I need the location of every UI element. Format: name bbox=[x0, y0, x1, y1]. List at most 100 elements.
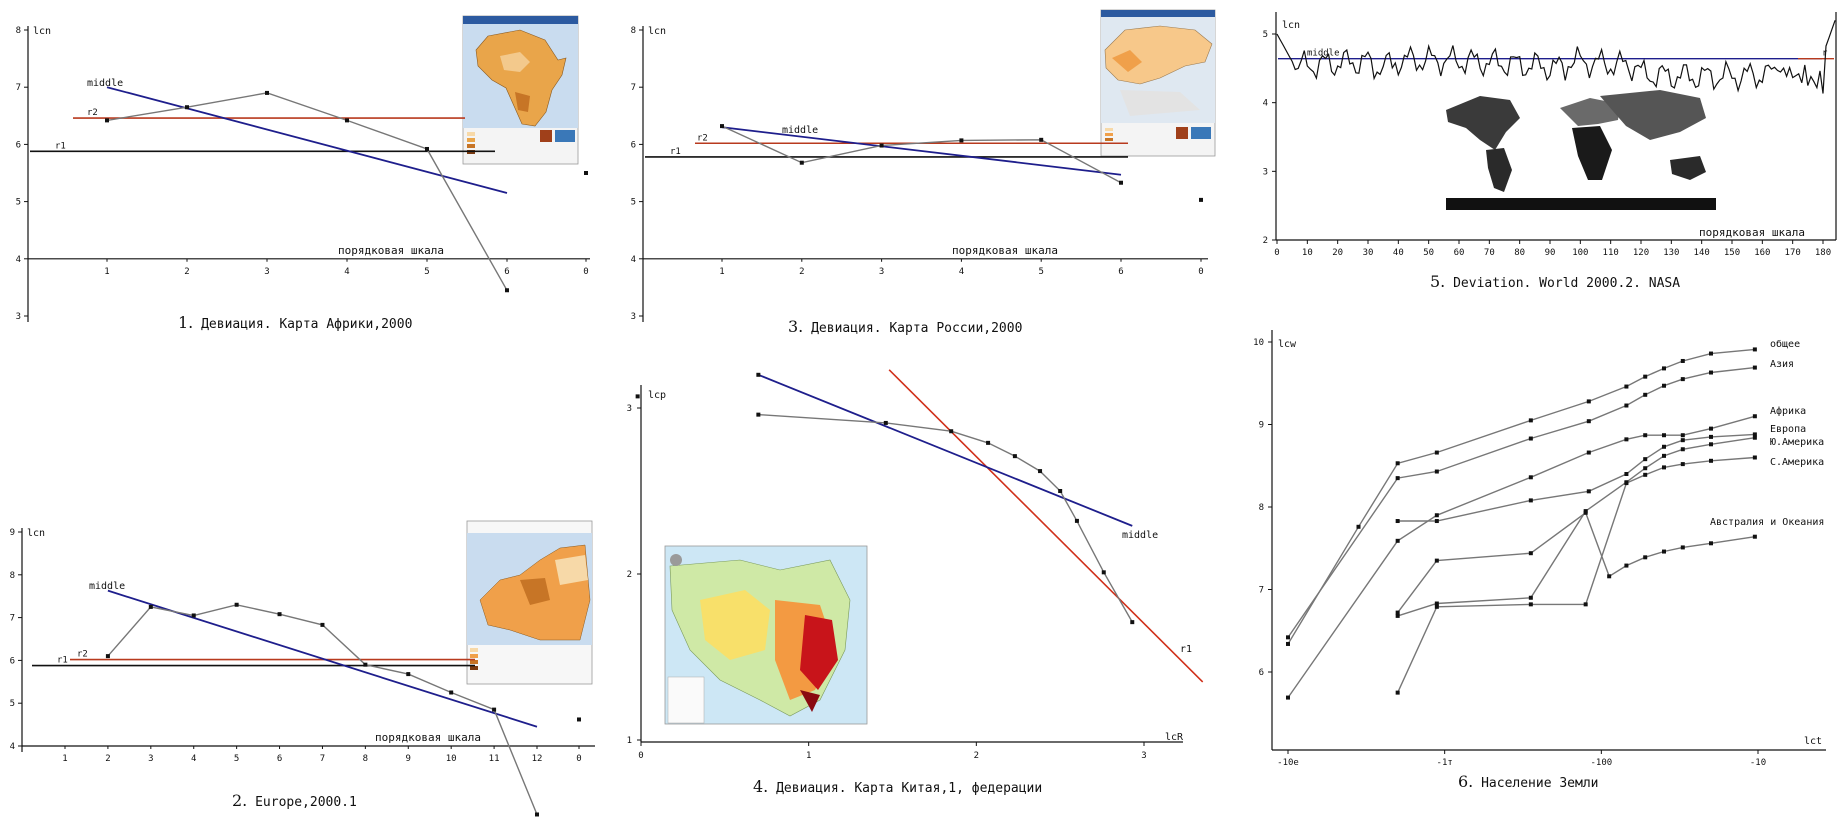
data-point bbox=[105, 118, 109, 123]
data-point bbox=[635, 394, 640, 399]
data-point bbox=[1662, 465, 1666, 470]
y-tick-label: 3 bbox=[631, 312, 636, 322]
x-tick-label: 130 bbox=[1663, 248, 1679, 258]
data-point bbox=[1643, 457, 1648, 462]
data-point bbox=[1752, 365, 1757, 370]
x-tick-label: 9 bbox=[406, 754, 411, 764]
data-point bbox=[1528, 602, 1533, 607]
x-tick-label: 160 bbox=[1754, 248, 1770, 258]
data-point bbox=[756, 372, 761, 377]
data-point bbox=[1680, 447, 1685, 452]
data-point bbox=[1586, 489, 1591, 494]
chart-russia: 3 4 5 6 7 8 lcn 1 2 3 4 5 6 0 порядковая шкала r1 r2 midd… bbox=[631, 26, 1208, 322]
y-tick-label: 6 bbox=[1259, 668, 1264, 678]
data-point bbox=[1662, 453, 1666, 458]
x-tick-label: 0 bbox=[1198, 267, 1203, 277]
x-tick-label: 1 bbox=[62, 754, 67, 764]
data-point bbox=[148, 604, 153, 609]
caption-number: 1. bbox=[178, 313, 194, 332]
caption-number: 3. bbox=[788, 317, 804, 336]
data-point bbox=[1624, 437, 1629, 442]
series-label: Ю.Америка bbox=[1770, 437, 1824, 448]
data-point bbox=[1434, 450, 1439, 455]
caption-number: 5. bbox=[1430, 272, 1446, 291]
x-tick-label: 8 bbox=[363, 754, 368, 764]
data-point bbox=[1624, 563, 1629, 568]
y-tick-label: 8 bbox=[16, 26, 21, 36]
x-tick-label: 1 bbox=[719, 267, 724, 277]
middle-label: middle bbox=[1307, 49, 1340, 59]
y-tick-label: 5 bbox=[1263, 30, 1268, 40]
x-tick-label: 0 bbox=[638, 751, 643, 761]
data-point bbox=[1643, 374, 1648, 379]
x-axis-label: порядковая шкала bbox=[338, 244, 444, 257]
data-point bbox=[1199, 197, 1203, 202]
x-tick-label: 40 bbox=[1393, 248, 1404, 258]
caption: 4. Девиация. Карта Китая,1, федерации bbox=[753, 777, 1042, 796]
x-tick-label: -100 bbox=[1590, 758, 1612, 768]
series-line bbox=[1276, 20, 1836, 94]
y-tick-label: 8 bbox=[10, 571, 15, 581]
data-point bbox=[1528, 551, 1533, 556]
x-tick-label: 140 bbox=[1694, 248, 1710, 258]
y-tick-label: 3 bbox=[1263, 167, 1268, 177]
data-point bbox=[986, 440, 991, 445]
r2-label: r2 bbox=[697, 133, 708, 143]
caption-number: 2. bbox=[232, 791, 248, 810]
data-point bbox=[879, 143, 884, 148]
data-point bbox=[1643, 433, 1648, 438]
x-tick-label: 5 bbox=[234, 754, 239, 764]
caption: 6. Население Земли bbox=[1458, 772, 1599, 791]
data-point bbox=[191, 613, 196, 618]
r1-line bbox=[888, 369, 1204, 683]
data-point bbox=[363, 662, 368, 667]
data-point bbox=[1607, 574, 1612, 579]
caption-text: Девиация. Карта Африки,2000 bbox=[193, 317, 413, 332]
x-tick-label: 4 bbox=[959, 267, 964, 277]
data-point bbox=[1752, 414, 1757, 419]
series-line bbox=[106, 92, 508, 291]
x-axis-label: порядковая шкала bbox=[375, 731, 481, 744]
data-point bbox=[959, 138, 964, 143]
x-tick-label: 4 bbox=[344, 267, 349, 277]
x-tick-label: -10e bbox=[1277, 758, 1299, 768]
data-point bbox=[1434, 513, 1439, 518]
data-point bbox=[1395, 613, 1400, 618]
x-tick-label: 50 bbox=[1423, 248, 1434, 258]
data-point bbox=[1680, 462, 1685, 467]
x-tick-label: 1 bbox=[104, 267, 109, 277]
data-point bbox=[1434, 601, 1439, 606]
y-tick-label: 2 bbox=[627, 570, 632, 580]
world-map-inset bbox=[1446, 90, 1716, 210]
data-point bbox=[505, 288, 509, 293]
x-tick-label: 3 bbox=[1141, 751, 1146, 761]
middle-line bbox=[721, 126, 1122, 176]
series-line bbox=[721, 125, 1122, 184]
caption-number: 4. bbox=[753, 777, 769, 796]
r1-label: r1 bbox=[1180, 644, 1192, 655]
y-axis-label: lcn bbox=[27, 528, 45, 539]
series-line bbox=[758, 413, 1133, 623]
x-tick-label: 10 bbox=[446, 754, 457, 764]
data-point bbox=[1395, 519, 1400, 524]
data-point bbox=[1709, 426, 1713, 431]
data-point bbox=[1662, 366, 1666, 371]
data-point bbox=[1395, 610, 1400, 615]
y-tick-label: 8 bbox=[1259, 503, 1264, 513]
x-tick-label: 11 bbox=[489, 754, 500, 764]
data-point bbox=[1101, 570, 1106, 575]
caption: 3. Девиация. Карта России,2000 bbox=[788, 317, 1022, 336]
y-tick-label: 2 bbox=[1263, 236, 1268, 246]
x-tick-label: -1т bbox=[1437, 758, 1453, 768]
data-point bbox=[1074, 518, 1079, 523]
data-point bbox=[1434, 558, 1439, 563]
data-point bbox=[1643, 466, 1648, 471]
data-point bbox=[883, 420, 888, 425]
y-axis-label: lcw bbox=[1278, 339, 1297, 350]
data-point bbox=[1586, 450, 1591, 455]
x-tick-label: 60 bbox=[1454, 248, 1465, 258]
caption: 2. Europe,2000.1 bbox=[232, 791, 357, 810]
data-point bbox=[1356, 524, 1361, 529]
